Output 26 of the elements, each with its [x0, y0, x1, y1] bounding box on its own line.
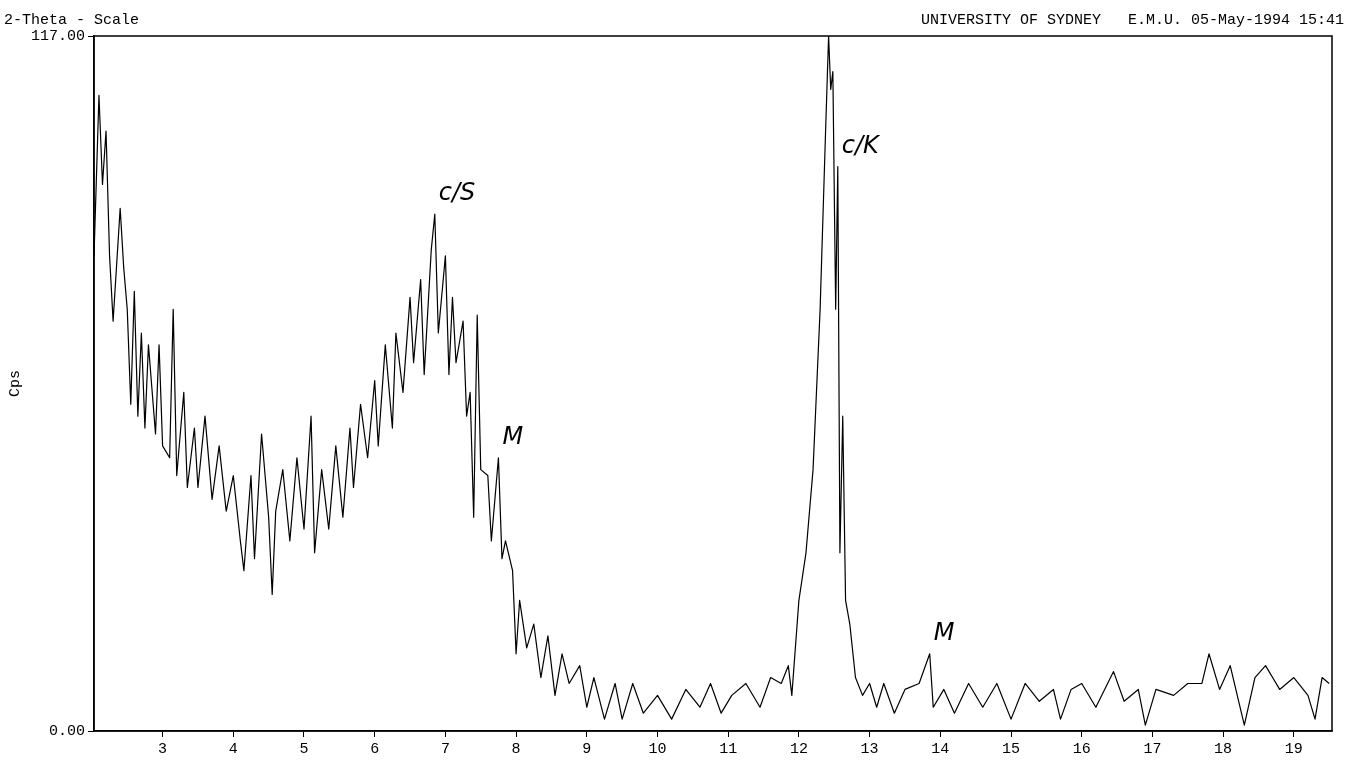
x-tick-label: 6 [370, 740, 380, 758]
annotation: M [502, 421, 524, 450]
annotation: c/S [438, 178, 476, 207]
x-tick-label: 4 [228, 740, 238, 758]
x-tick-label: 3 [158, 740, 168, 758]
x-tick-label: 13 [860, 740, 879, 758]
y-axis-title: Cps [6, 369, 24, 398]
x-tick-label: 15 [1002, 740, 1021, 758]
chart-subtitle: UNIVERSITY OF SYDNEY E.M.U. 05-May-1994 15:41 [920, 12, 1344, 30]
x-tick-label: 16 [1072, 740, 1091, 758]
y-tick-label: 0.00 [48, 722, 86, 740]
x-tick-label: 14 [931, 740, 950, 758]
x-tick-label: 9 [582, 740, 592, 758]
annotation: c/K [841, 130, 882, 159]
annotation: M [933, 618, 955, 647]
x-tick-label: 10 [648, 740, 667, 758]
x-tick-label: 8 [511, 740, 521, 758]
x-tick-label: 11 [719, 740, 738, 758]
chart-title: 2-Theta - Scale [4, 12, 140, 30]
x-tick-label: 19 [1284, 740, 1303, 758]
y-tick-label: 117.00 [30, 27, 86, 45]
x-tick-label: 7 [440, 740, 450, 758]
x-tick-label: 5 [299, 740, 309, 758]
x-tick-label: 12 [789, 740, 808, 758]
x-tick-label: 17 [1143, 740, 1162, 758]
x-tick-label: 18 [1214, 740, 1233, 758]
